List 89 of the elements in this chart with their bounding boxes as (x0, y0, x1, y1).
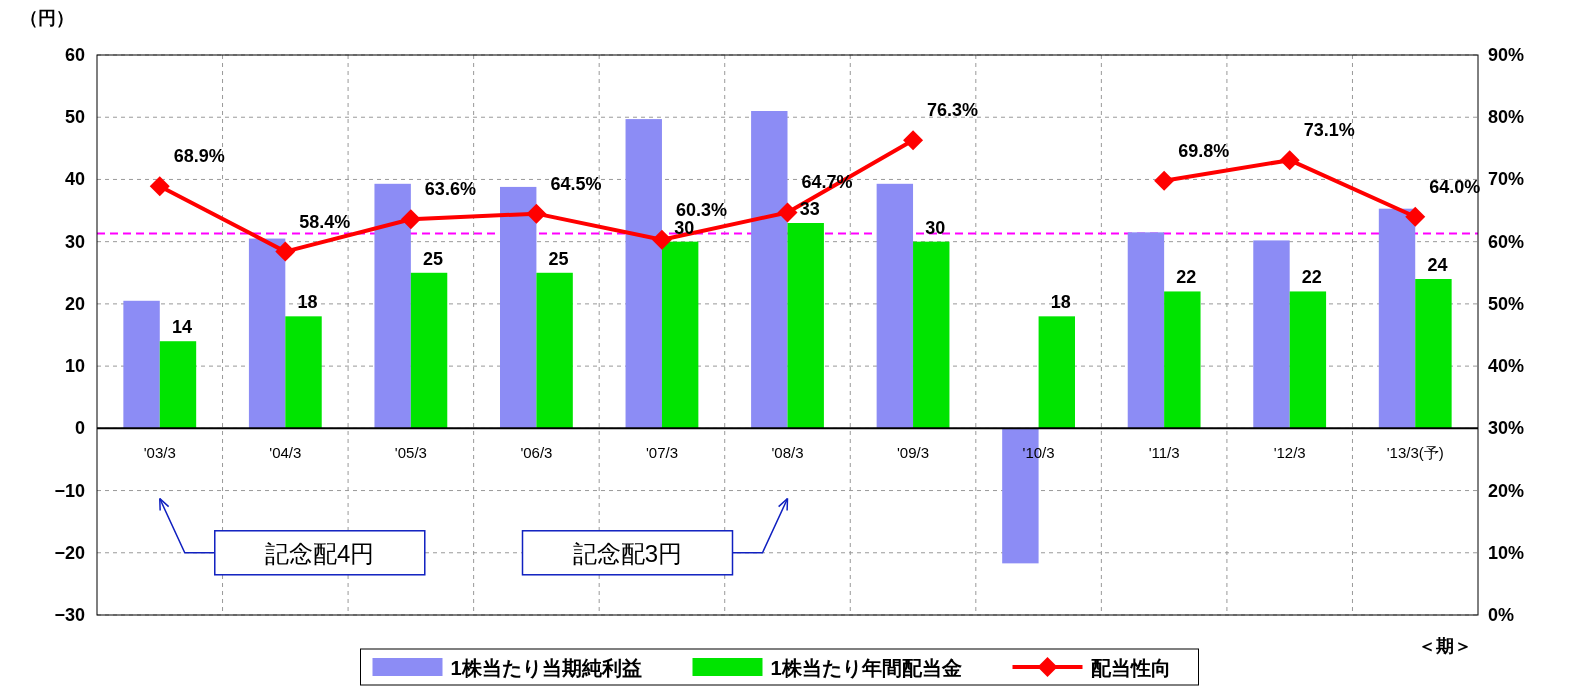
point (149, 176, 170, 197)
data-label: 64.5% (550, 173, 602, 194)
data-label: 30 (674, 217, 695, 238)
data-label: 25 (548, 248, 569, 269)
x-tick-label: '12/3 (1273, 444, 1306, 462)
data-label: 14 (171, 317, 192, 338)
x-tick-label: '06/3 (520, 444, 553, 462)
y2-tick-label: 10% (1488, 542, 1525, 563)
y2-tick-label: 90% (1488, 45, 1525, 65)
point (1405, 206, 1426, 227)
bar (661, 241, 699, 429)
bar (159, 341, 197, 429)
bar (913, 241, 950, 429)
legend-label: 1株当たり年間配当金 (770, 657, 962, 679)
x-tick-label: '11/3 (1148, 444, 1180, 462)
y-tick-label: −10 (54, 480, 85, 501)
y-tick-label: 20 (64, 293, 85, 314)
bar (1127, 232, 1165, 429)
data-label: 25 (423, 248, 444, 269)
bar (1378, 208, 1416, 429)
point (1154, 170, 1175, 191)
bar (374, 183, 411, 429)
data-label: 22 (1301, 267, 1322, 288)
legend-label: 配当性向 (1090, 657, 1171, 679)
x-axis-title: ＜期＞ (1418, 636, 1472, 656)
data-label: 24 (1427, 255, 1448, 275)
x-tick-label: '05/3 (394, 444, 427, 462)
bar (787, 223, 824, 429)
bar (536, 272, 573, 429)
data-label: 60.3% (675, 199, 727, 220)
bar (625, 119, 662, 429)
y-tick-label: 40 (64, 169, 85, 190)
y-tick-label: −20 (54, 542, 85, 563)
point (275, 241, 296, 262)
bar (248, 238, 286, 429)
x-tick-label: '13/3(予) (1386, 444, 1444, 462)
x-tick-label: '09/3 (897, 444, 930, 462)
data-label: 69.8% (1178, 140, 1230, 161)
y-tick-label: 50 (64, 107, 85, 128)
x-tick-label: '08/3 (771, 444, 804, 462)
bar (1164, 291, 1201, 429)
point (526, 203, 547, 224)
point (400, 209, 421, 230)
data-label: 30 (925, 217, 946, 238)
point (651, 229, 672, 250)
y2-tick-label: 50% (1488, 293, 1525, 314)
bar (123, 300, 160, 429)
bar (410, 272, 448, 429)
point (903, 130, 924, 151)
y2-tick-label: 60% (1488, 231, 1525, 252)
data-label: 58.4% (299, 211, 351, 232)
bar (876, 183, 914, 429)
y-tick-label: 10 (64, 356, 85, 377)
data-label: 18 (297, 292, 318, 313)
x-tick-label: '10/3 (1022, 444, 1055, 462)
y2-tick-label: 80% (1488, 107, 1525, 128)
y-tick-label: −30 (54, 605, 85, 625)
data-label: 68.9% (173, 146, 225, 167)
y-tick-label: 60 (64, 45, 85, 65)
y-tick-label: 30 (64, 231, 85, 252)
y2-tick-label: 30% (1488, 418, 1525, 439)
data-label: 64.0% (1429, 176, 1481, 197)
y2-tick-label: 70% (1488, 169, 1525, 190)
data-label: 63.6% (424, 179, 476, 200)
point (1279, 150, 1300, 171)
bar (1038, 316, 1075, 429)
x-tick-label: '07/3 (645, 444, 678, 462)
bar (500, 186, 537, 429)
y2-tick-label: 0% (1488, 605, 1515, 625)
bar (285, 316, 322, 429)
legend-label: 1株当たり当期純利益 (450, 657, 642, 679)
y2-tick-label: 40% (1488, 356, 1525, 377)
data-label: 33 (799, 199, 820, 219)
data-label: 76.3% (927, 100, 979, 121)
y2-tick-label: 20% (1488, 480, 1525, 501)
x-tick-label: '03/3 (143, 444, 176, 462)
data-label: 22 (1176, 267, 1197, 288)
point (777, 202, 798, 223)
annotation: 記念配3円 (572, 539, 683, 567)
data-label: 73.1% (1303, 120, 1355, 141)
bar (1415, 279, 1452, 429)
bar (1253, 240, 1290, 429)
annotation: 記念配4円 (265, 539, 375, 567)
bar (751, 111, 788, 429)
bar (1289, 291, 1327, 429)
x-tick-label: '04/3 (269, 444, 302, 462)
data-label: 18 (1050, 292, 1071, 313)
y-axis-title: （円） (20, 8, 74, 28)
y-tick-label: 0 (74, 418, 85, 439)
